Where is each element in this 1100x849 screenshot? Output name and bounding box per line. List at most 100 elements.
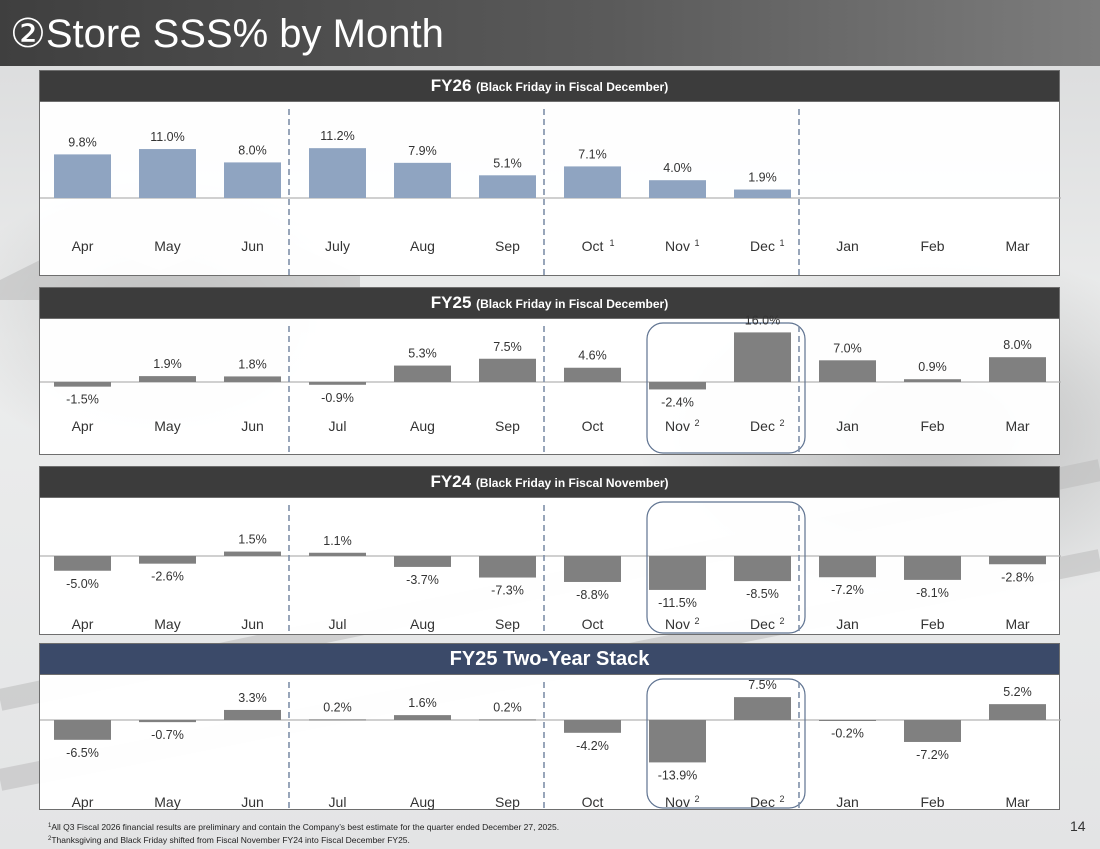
data-label: 7.0% (833, 341, 862, 355)
chart-fy26: 9.8% Apr 11.0% May 8.0% Jun 11.2% July 7.9% Aug 5.… (40, 109, 1061, 275)
header-bar: ②Store SSS% by Month (0, 0, 1100, 66)
page-number: 14 (1070, 818, 1086, 834)
data-label: 11.0% (150, 130, 185, 144)
bar-oct (564, 367, 621, 382)
bar-jan (819, 720, 876, 721)
bar-aug (394, 365, 451, 382)
category-label: Sep (495, 418, 520, 434)
data-label: 1.9% (748, 171, 777, 185)
data-label: -8.5% (746, 587, 779, 601)
superscript: 2 (695, 616, 700, 626)
bar-mar (989, 357, 1046, 382)
data-label: -7.2% (831, 583, 864, 597)
chart-fy24: -5.0% Apr -2.6% May 1.5% Jun 1.1% Jul -3.7% Aug -7… (40, 501, 1061, 634)
data-label: 7.5% (748, 678, 777, 692)
category-label: Sep (495, 238, 520, 254)
category-label: Sep (495, 616, 520, 632)
bar-dec (734, 189, 791, 198)
panel-header: FY26 (Black Friday in Fiscal December) (39, 70, 1060, 102)
data-label: 4.6% (578, 349, 607, 363)
data-label: 8.0% (1003, 338, 1032, 352)
data-label: 1.5% (238, 533, 267, 547)
category-label: Jul (329, 616, 347, 632)
category-label: Dec (750, 238, 775, 254)
page-title: ②Store SSS% by Month (10, 12, 444, 56)
bar-apr (54, 720, 111, 740)
data-label: 0.2% (493, 700, 522, 714)
category-label: Nov (665, 794, 690, 810)
bar-jul (309, 382, 366, 385)
category-label: Sep (495, 794, 520, 810)
bar-oct (564, 556, 621, 582)
category-label: Apr (72, 794, 94, 810)
category-label: May (154, 238, 180, 254)
data-label: 7.1% (578, 147, 607, 161)
superscript: 2 (780, 794, 785, 804)
bar-sep (479, 556, 536, 578)
data-label: 0.2% (323, 700, 352, 714)
bar-may (139, 149, 196, 198)
bar-nov (649, 720, 706, 763)
data-label: -0.7% (151, 728, 184, 742)
bar-july (309, 148, 366, 198)
category-label: Nov (665, 616, 690, 632)
category-label: Mar (1005, 238, 1029, 254)
category-label: Jul (329, 418, 347, 434)
data-label: -7.2% (916, 748, 949, 762)
category-label: Mar (1005, 794, 1029, 810)
panel-title: FY25 Two-Year Stack (449, 648, 650, 670)
bar-jun (224, 376, 281, 382)
data-label: -5.0% (66, 577, 99, 591)
data-label: -2.6% (151, 570, 184, 584)
category-label: Jan (836, 238, 859, 254)
superscript: 2 (695, 794, 700, 804)
data-label: 8.0% (238, 143, 267, 157)
panel-header: FY24 (Black Friday in Fiscal November) (39, 466, 1060, 498)
data-label: 1.9% (153, 357, 182, 371)
category-label: Apr (72, 616, 94, 632)
superscript: 2 (780, 616, 785, 626)
data-label: -13.9% (658, 768, 698, 782)
bar-feb (904, 556, 961, 580)
chart-fy25: -1.5% Apr 1.9% May 1.8% Jun -0.9% Jul 5.3% Aug 7.5… (40, 313, 1061, 454)
category-label: May (154, 418, 180, 434)
footnote-2: 2Thanksgiving and Black Friday shifted f… (48, 835, 410, 845)
category-label: Apr (72, 418, 94, 434)
category-label: Mar (1005, 616, 1029, 632)
data-label: -2.4% (661, 395, 694, 409)
data-label: 16.0% (745, 313, 780, 327)
highlight-box (646, 678, 806, 809)
bar-apr (54, 556, 111, 571)
category-label: Jun (241, 616, 264, 632)
category-label: Feb (920, 238, 944, 254)
data-label: -4.2% (576, 739, 609, 753)
panel-two-year-stack: FY25 Two-Year Stack -6.5% Apr -0.7% May 3.3%… (39, 643, 1061, 810)
data-label: 5.3% (408, 347, 437, 361)
category-label: Nov (665, 418, 690, 434)
category-label: Oct (582, 238, 604, 254)
category-label: Dec (750, 616, 775, 632)
superscript: 2 (695, 418, 700, 428)
panel-fy24: FY24 (Black Friday in Fiscal November) -… (39, 466, 1061, 635)
data-label: 0.9% (918, 360, 947, 374)
category-label: Dec (750, 418, 775, 434)
category-label: Apr (72, 238, 94, 254)
bar-dec (734, 697, 791, 720)
category-label: July (325, 238, 350, 254)
data-label: 9.8% (68, 135, 97, 149)
bar-jul (309, 719, 366, 721)
category-label: Aug (410, 616, 435, 632)
data-label: 7.5% (493, 340, 522, 354)
bar-nov (649, 382, 706, 390)
superscript: 1 (780, 238, 785, 248)
panel-fy26: FY26 (Black Friday in Fiscal December) 9… (39, 70, 1061, 276)
footnote-1: 1All Q3 Fiscal 2026 financial results ar… (48, 822, 560, 832)
category-label: Dec (750, 794, 775, 810)
category-label: Jan (836, 616, 859, 632)
category-label: May (154, 794, 180, 810)
category-label: Feb (920, 616, 944, 632)
data-label: 1.1% (323, 534, 352, 548)
bar-feb (904, 720, 961, 742)
highlight-box (646, 322, 806, 454)
panel-subtitle: (Black Friday in Fiscal December) (476, 80, 669, 94)
